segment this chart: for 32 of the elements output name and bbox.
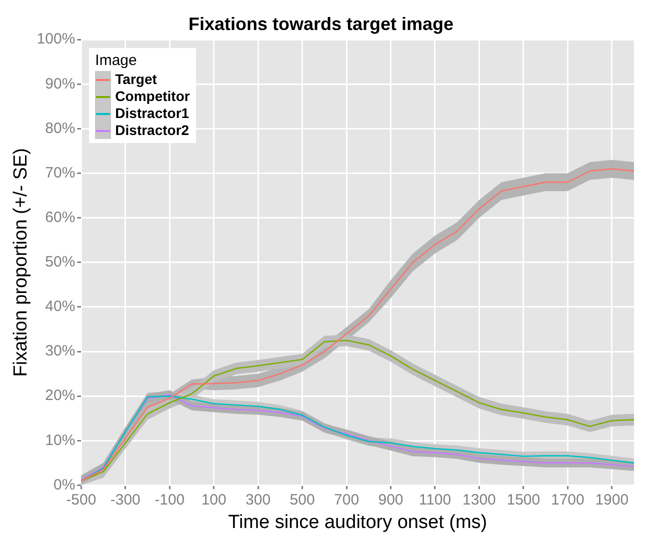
- x-tick-label: 700: [334, 491, 360, 508]
- legend-label: Distractor2: [115, 122, 190, 139]
- x-tick-label: 100: [201, 491, 226, 508]
- x-tick-label: 900: [378, 491, 404, 508]
- y-tick-label: 20%: [45, 387, 76, 404]
- y-tick-label: 80%: [45, 120, 76, 137]
- y-tick-label: 40%: [45, 298, 76, 316]
- y-axis-title: Fixation proportion (+/- SE): [10, 148, 32, 377]
- y-tick-label: 90%: [45, 75, 76, 92]
- legend-label: Distractor1: [115, 104, 190, 122]
- x-tick-label: 500: [290, 491, 315, 508]
- legend-title: Image: [95, 52, 138, 69]
- y-tick-label: 70%: [45, 164, 76, 182]
- legend-label: Target: [115, 70, 157, 88]
- x-tick-label: -500: [66, 491, 96, 508]
- legend-label: Competitor: [115, 88, 190, 105]
- x-tick-label: -300: [110, 491, 140, 508]
- y-tick-label: 10%: [45, 432, 76, 449]
- y-tick-label: 100%: [36, 30, 76, 48]
- y-tick-label: 50%: [45, 254, 76, 271]
- x-tick-label: 1100: [418, 491, 452, 508]
- x-tick-label: 1900: [595, 491, 629, 508]
- x-tick-label: 1700: [550, 491, 584, 508]
- y-tick-label: 0%: [53, 476, 76, 494]
- x-tick-label: 1300: [462, 491, 496, 508]
- x-axis-title: Time since auditory onset (ms): [228, 512, 488, 533]
- x-tick-label: 300: [246, 491, 271, 508]
- y-tick-label: 30%: [45, 342, 76, 360]
- y-tick-label: 60%: [45, 208, 76, 226]
- x-tick-label: 1500: [506, 491, 540, 508]
- x-tick-label: -100: [154, 491, 185, 508]
- chart-title: Fixations towards target image: [188, 14, 454, 34]
